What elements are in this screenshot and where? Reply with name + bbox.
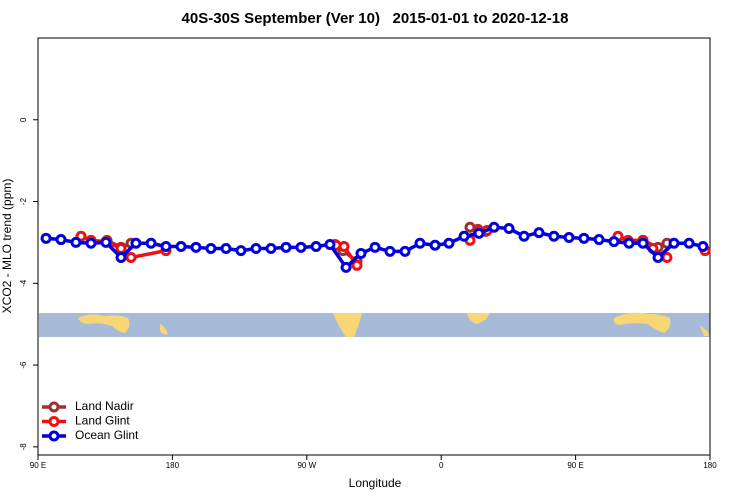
data-point xyxy=(414,237,426,249)
data-point xyxy=(295,241,307,253)
data-point xyxy=(661,252,673,264)
data-point xyxy=(125,252,137,264)
legend-label: Land Nadir xyxy=(75,399,134,413)
y-tick-label: -8 xyxy=(19,443,28,451)
y-tick-label: -2 xyxy=(19,197,28,205)
y-tick-label: -4 xyxy=(19,279,28,287)
data-point xyxy=(608,236,620,248)
data-point xyxy=(160,241,172,252)
chart-title: 40S-30S September (Ver 10) 2015-01-01 to… xyxy=(182,10,569,27)
data-point xyxy=(429,239,441,251)
data-point xyxy=(355,247,367,259)
data-point xyxy=(652,252,664,264)
data-point xyxy=(310,241,322,252)
data-point xyxy=(548,230,560,242)
data-point xyxy=(55,234,67,246)
data-point xyxy=(115,252,127,264)
data-point xyxy=(115,243,127,255)
data-point xyxy=(205,243,217,255)
data-point xyxy=(593,234,605,246)
data-point xyxy=(473,227,485,239)
data-point xyxy=(250,243,262,255)
data-point xyxy=(399,245,411,257)
data-point xyxy=(458,230,470,242)
x-tick-label: 0 xyxy=(439,461,444,470)
data-point xyxy=(518,230,530,242)
x-tick-label: 180 xyxy=(703,461,717,470)
plot-frame xyxy=(37,37,711,456)
data-point xyxy=(578,232,590,244)
data-point xyxy=(324,238,336,250)
legend-marker xyxy=(48,430,60,442)
data-point xyxy=(369,241,381,253)
data-point xyxy=(340,261,352,273)
legend-marker xyxy=(48,401,60,413)
data-point xyxy=(384,245,396,257)
data-point xyxy=(130,237,142,249)
data-point xyxy=(235,245,247,257)
x-tick-label: 180 xyxy=(166,461,180,470)
data-point xyxy=(351,259,363,271)
series-line xyxy=(106,225,668,263)
y-axis-label: XCO2 - MLO trend (ppm) xyxy=(0,179,14,314)
data-point xyxy=(338,241,350,252)
data-point xyxy=(100,236,112,248)
data-point xyxy=(683,237,695,249)
y-tick-label: 0 xyxy=(19,117,28,122)
data-point xyxy=(623,237,635,249)
y-tick-label: -6 xyxy=(19,361,28,369)
x-tick-label: 90 E xyxy=(30,461,46,470)
data-point xyxy=(488,221,500,233)
map-strip xyxy=(39,312,710,337)
data-point xyxy=(145,237,157,249)
data-point xyxy=(175,241,187,252)
data-point xyxy=(190,241,202,253)
data-point xyxy=(637,237,649,249)
data-point xyxy=(280,241,292,253)
legend-label: Land Glint xyxy=(75,414,130,428)
data-point xyxy=(220,243,232,255)
data-point xyxy=(85,237,97,249)
data-point xyxy=(533,227,545,239)
data-point xyxy=(443,237,455,249)
x-tick-label: 90 E xyxy=(567,461,583,470)
data-point xyxy=(697,241,709,252)
data-point xyxy=(563,232,575,244)
data-point xyxy=(503,223,515,235)
legend-label: Ocean Glint xyxy=(75,428,139,442)
legend-marker xyxy=(48,416,60,427)
data-point xyxy=(40,232,52,244)
x-tick-label: 90 W xyxy=(297,461,316,470)
x-axis-label: Longitude xyxy=(349,476,402,490)
data-point xyxy=(668,237,680,249)
data-point xyxy=(265,243,277,255)
data-point xyxy=(70,236,82,248)
